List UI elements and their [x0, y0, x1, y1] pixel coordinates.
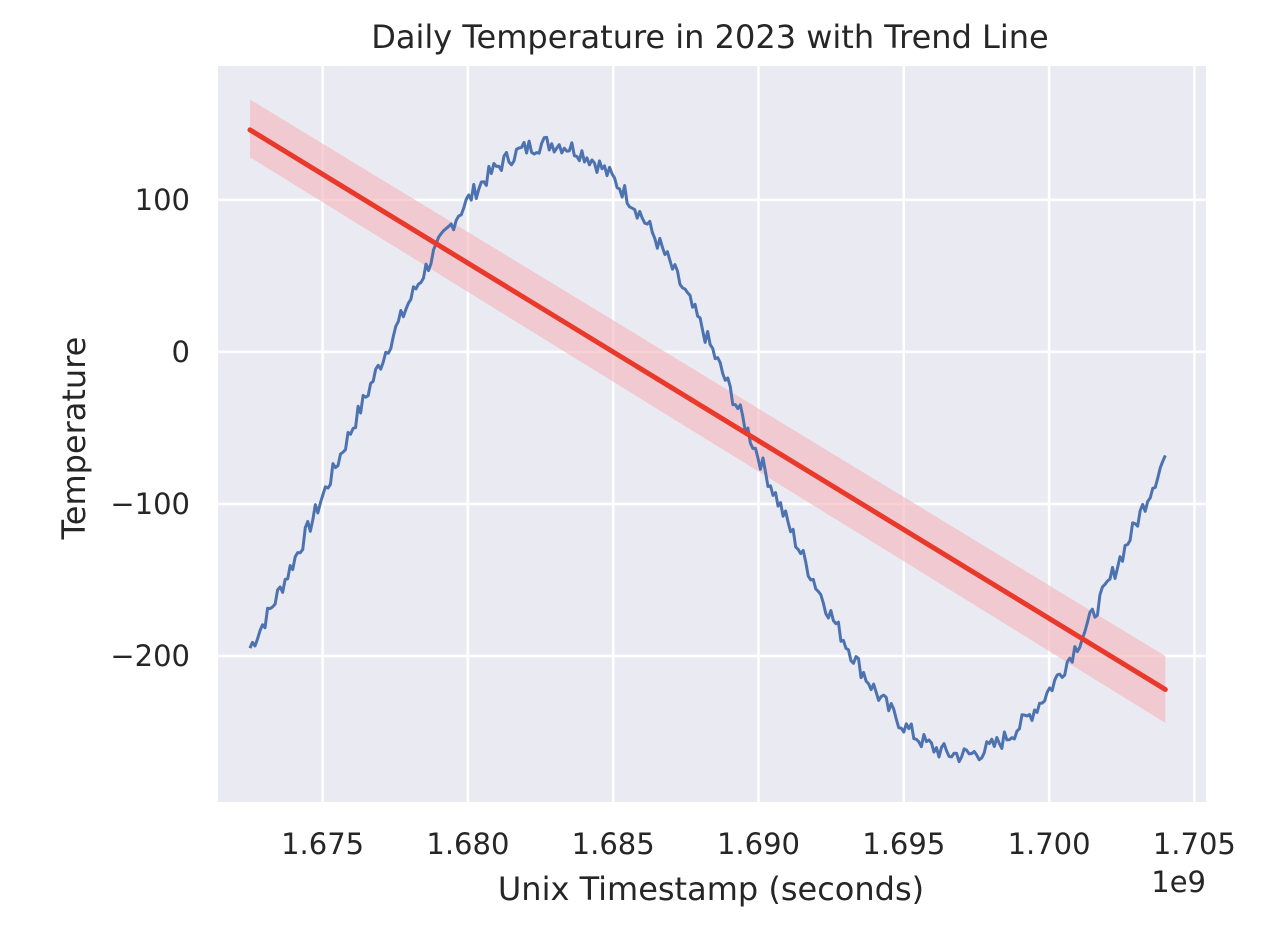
y-tick-label: −100: [110, 487, 190, 521]
tick-labels: 1.675 1.680 1.685 1.690 1.695 1.700 1.705 100 0 −…: [110, 183, 1236, 861]
x-tick-label: 1.690: [717, 827, 800, 861]
x-tick-label: 1.685: [572, 827, 655, 861]
y-tick-label: −200: [110, 639, 190, 673]
trend-layer: [247, 127, 1168, 692]
x-axis-label: Unix Timestamp (seconds): [498, 870, 924, 908]
x-offset-label: 1e9: [1151, 865, 1206, 899]
y-tick-label: 100: [135, 183, 190, 217]
x-tick-label: 1.680: [426, 827, 509, 861]
x-tick-label: 1.705: [1153, 827, 1236, 861]
trend-line: [247, 127, 1168, 692]
x-tick-label: 1.675: [281, 827, 364, 861]
series-layer: [248, 135, 1167, 764]
x-tick-label: 1.695: [862, 827, 945, 861]
chart-title: Daily Temperature in 2023 with Trend Lin…: [371, 18, 1048, 56]
temperature-line: [248, 135, 1167, 764]
y-axis-label: Temperature: [55, 337, 93, 541]
x-tick-label: 1.700: [1008, 827, 1091, 861]
y-tick-label: 0: [172, 335, 190, 369]
